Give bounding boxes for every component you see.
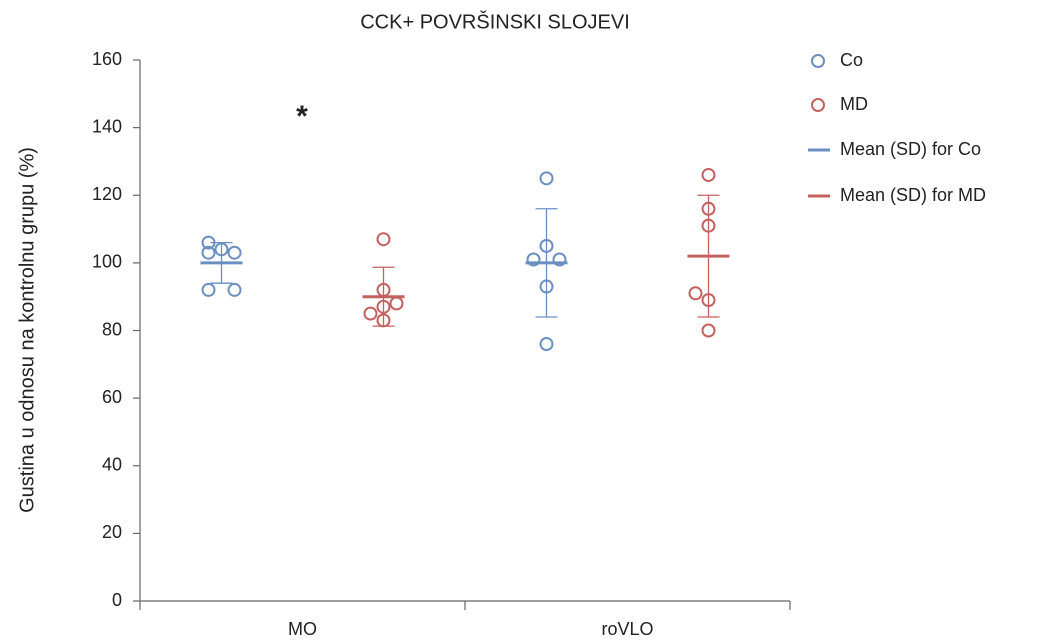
legend-label: Co bbox=[840, 50, 863, 70]
data-point bbox=[376, 299, 391, 314]
data-point bbox=[227, 282, 242, 297]
data-point bbox=[201, 245, 216, 260]
data-point bbox=[701, 293, 716, 308]
legend-marker bbox=[811, 98, 825, 112]
significance-annotation: * bbox=[296, 100, 308, 133]
y-tick-label: 20 bbox=[102, 522, 122, 542]
y-tick-label: 140 bbox=[92, 116, 122, 136]
data-point bbox=[201, 282, 216, 297]
y-tick-label: 40 bbox=[102, 455, 122, 475]
data-point bbox=[539, 238, 554, 253]
chart-title: CCK+ POVRŠINSKI SLOJEVI bbox=[360, 10, 630, 33]
data-point bbox=[526, 252, 541, 267]
y-tick-label: 100 bbox=[92, 252, 122, 272]
data-point bbox=[389, 296, 404, 311]
data-point bbox=[539, 337, 554, 352]
legend-label: MD bbox=[840, 94, 868, 114]
data-point bbox=[701, 323, 716, 338]
legend-label: Mean (SD) for MD bbox=[840, 185, 986, 205]
data-point bbox=[376, 232, 391, 247]
y-tick-label: 120 bbox=[92, 184, 122, 204]
data-point bbox=[539, 171, 554, 186]
data-point bbox=[363, 306, 378, 321]
y-tick-label: 0 bbox=[112, 590, 122, 610]
y-tick-label: 60 bbox=[102, 387, 122, 407]
data-point bbox=[201, 235, 216, 250]
y-tick-label: 80 bbox=[102, 319, 122, 339]
data-point bbox=[688, 286, 703, 301]
x-tick-label: MO bbox=[288, 619, 317, 639]
y-axis-label: Gustina u odnosu na kontrolnu grupu (%) bbox=[16, 147, 38, 513]
legend-label: Mean (SD) for Co bbox=[840, 139, 981, 159]
data-point bbox=[539, 279, 554, 294]
data-point bbox=[701, 167, 716, 182]
data-point bbox=[227, 245, 242, 260]
y-tick-label: 160 bbox=[92, 49, 122, 69]
data-point bbox=[552, 252, 567, 267]
data-point bbox=[214, 242, 229, 257]
data-point bbox=[701, 201, 716, 216]
data-point bbox=[701, 218, 716, 233]
x-tick-label: roVLO bbox=[601, 619, 653, 639]
data-point bbox=[376, 313, 391, 328]
legend-marker bbox=[811, 54, 825, 68]
